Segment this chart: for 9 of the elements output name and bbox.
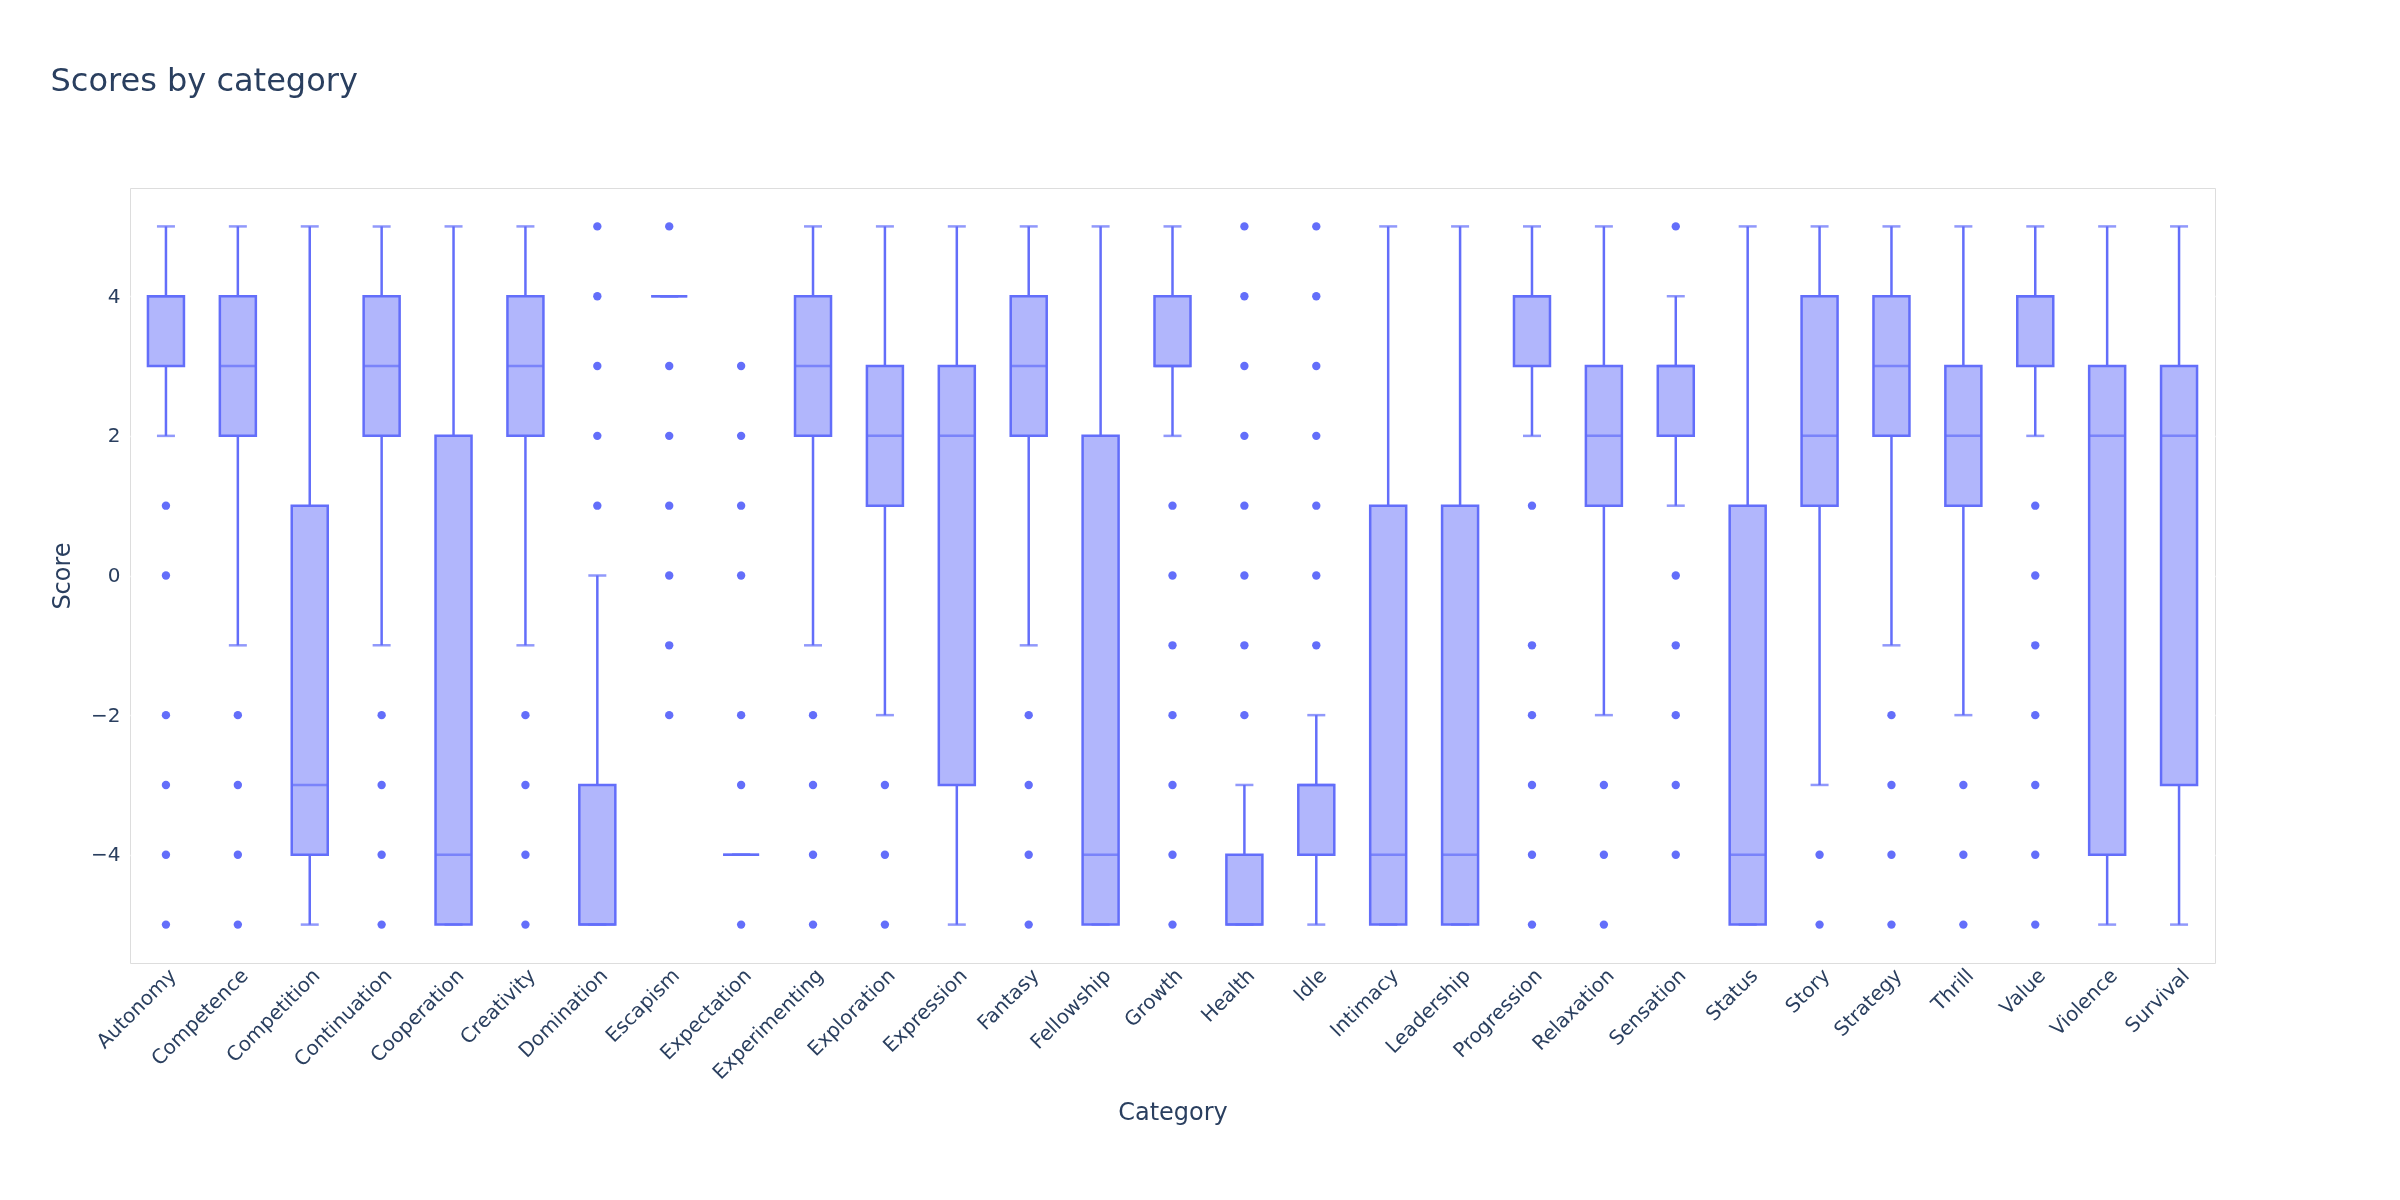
y-tick-label: −2: [91, 702, 121, 727]
y-tick-label: −4: [91, 842, 121, 867]
y-axis-title: Score: [48, 542, 77, 610]
chart-title: Scores by category: [50, 61, 358, 99]
y-tick-label: 0: [107, 563, 121, 587]
x-tick-label: Idle: [1288, 963, 1332, 1007]
x-axis-title: Category: [1118, 1098, 1228, 1127]
y-tick-label: 4: [107, 283, 121, 308]
y-tick-label: 2: [107, 423, 121, 448]
